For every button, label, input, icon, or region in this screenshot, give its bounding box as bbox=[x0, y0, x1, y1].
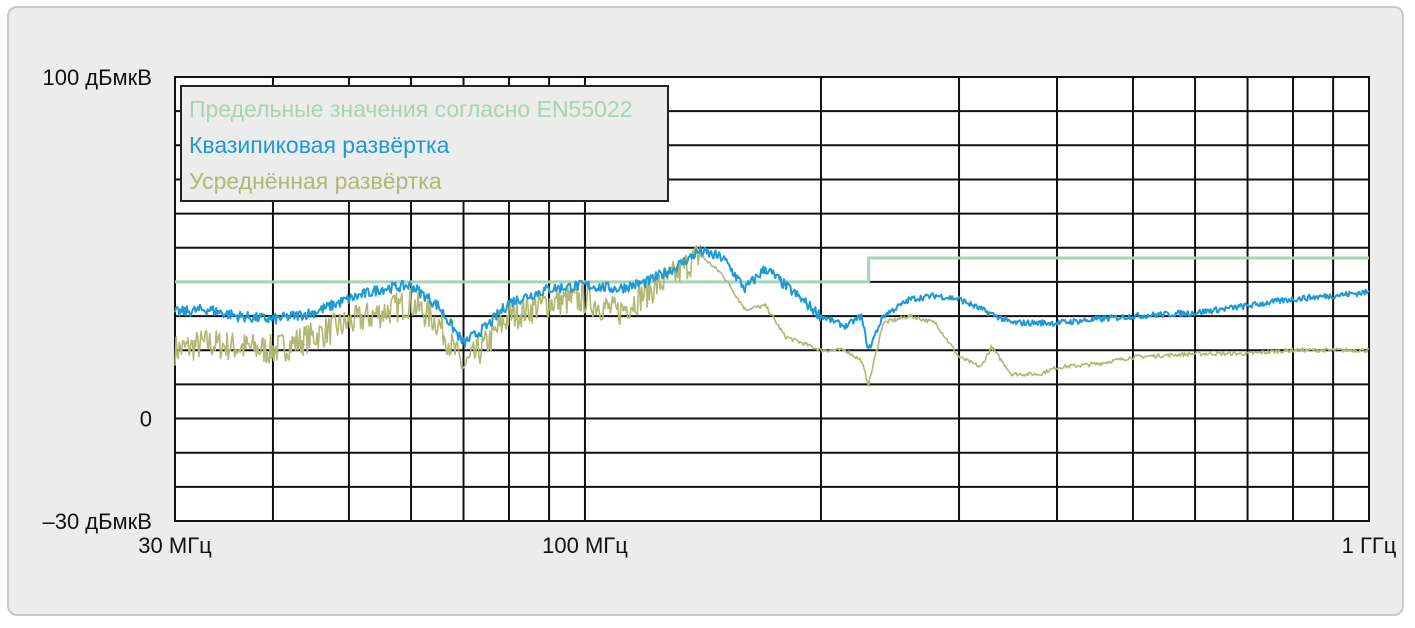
legend-entry-limit: Предельные значения согласно EN55022 bbox=[189, 96, 633, 122]
series-line-limit bbox=[175, 256, 1369, 284]
legend: Предельные значения согласно EN55022 Ква… bbox=[180, 85, 669, 202]
plot-border bbox=[174, 76, 1370, 522]
legend-entry-average: Усреднённая развёртка bbox=[189, 168, 442, 194]
y-tick-label: 0 bbox=[140, 407, 152, 432]
x-tick-label: 30 МГц bbox=[138, 533, 212, 558]
legend-box bbox=[180, 85, 669, 202]
y-tick-label: 100 дБмкВ bbox=[42, 65, 152, 90]
x-tick-label: 1 ГГц bbox=[1342, 533, 1397, 558]
series-line-quasi-peak bbox=[174, 245, 1370, 349]
series-layer bbox=[174, 245, 1370, 387]
legend-entry-quasi-peak: Квазипиковая развёртка bbox=[189, 132, 450, 158]
x-tick-label: 100 МГц bbox=[542, 533, 628, 558]
series-line-average bbox=[174, 245, 1370, 387]
y-tick-label: –30 дБмкВ bbox=[42, 509, 152, 534]
